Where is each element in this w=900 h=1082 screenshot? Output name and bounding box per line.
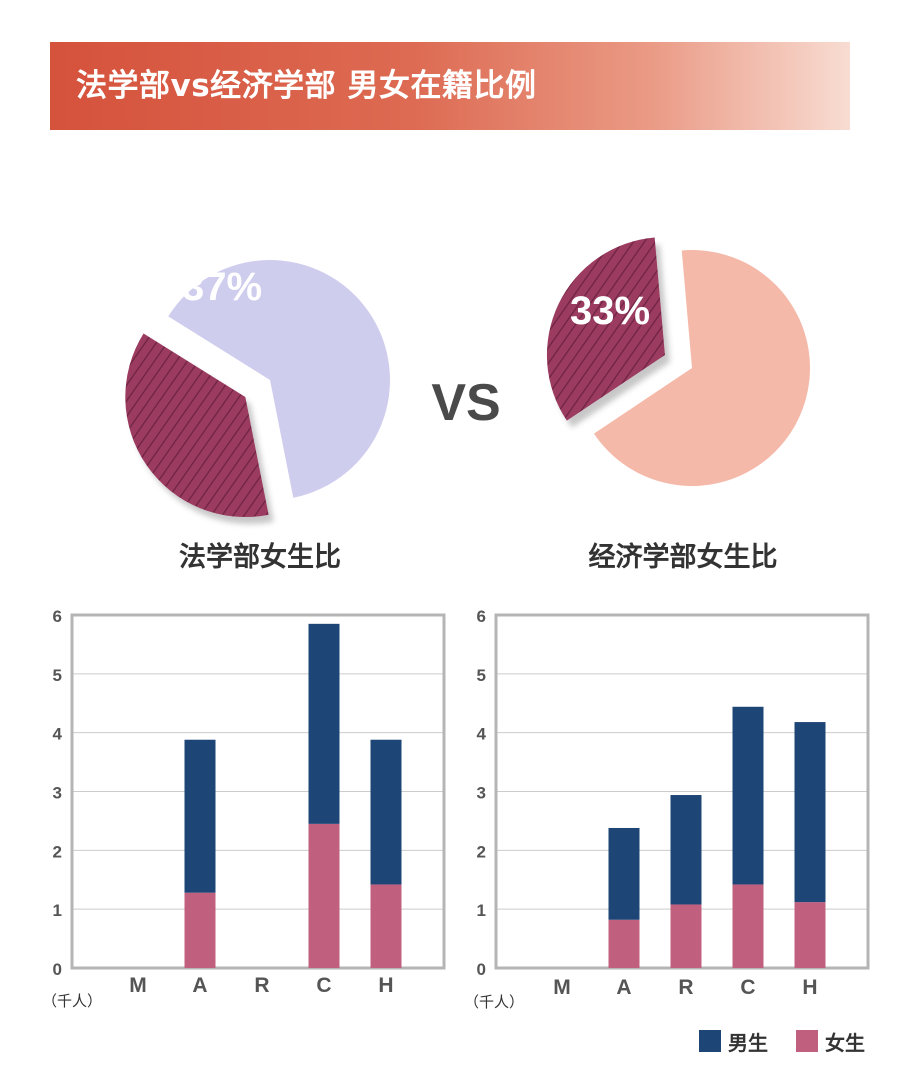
law-y-tick-label: 5: [53, 666, 62, 685]
econ-x-category-label: H: [802, 976, 817, 999]
econ-y-tick-label: 4: [477, 725, 487, 744]
econ-unit-label: （千人）: [464, 993, 524, 1011]
econ-pie-subtitle: 经济学部女生比: [589, 541, 778, 573]
law-x-category-label: H: [378, 974, 393, 997]
law-bar-female-A: [184, 892, 216, 968]
econ-pie-percent-label: 33%: [570, 289, 650, 333]
econ-bar-female-H: [794, 902, 826, 968]
law-bar-female-C: [308, 823, 340, 968]
econ-pie-female-slice: [546, 237, 665, 421]
law-x-category-label: C: [316, 974, 331, 997]
law-bar-male-A: [184, 739, 216, 893]
law-y-tick-label: 2: [53, 842, 62, 861]
law-y-tick-label: 1: [53, 901, 62, 920]
legend-male-swatch: [699, 1030, 721, 1052]
econ-x-category-label: A: [616, 976, 631, 999]
legend-male-label: 男生: [728, 1031, 768, 1055]
econ-y-tick-label: 2: [477, 842, 486, 861]
legend-female-swatch: [796, 1030, 818, 1052]
econ-bar-female-A: [608, 919, 640, 968]
econ-bar-male-R: [670, 795, 702, 905]
law-x-category-label: M: [129, 974, 147, 997]
econ-y-tick-label: 6: [477, 607, 486, 626]
law-unit-label: （千人）: [42, 992, 102, 1010]
law-x-category-label: R: [254, 974, 269, 997]
law-bar-male-C: [308, 623, 340, 824]
econ-bar-chart: 0 1 2 3 4 5 6 M A R C H （千人）: [464, 607, 870, 1011]
econ-bar-male-A: [608, 827, 640, 920]
econ-bar-male-C: [732, 706, 764, 885]
econ-pie-male-slice: [593, 250, 810, 486]
econ-bar-female-R: [670, 904, 702, 968]
page-title: 法学部vs经济学部 男女在籍比例: [76, 68, 537, 104]
econ-x-category-label: R: [678, 976, 693, 999]
legend-female-label: 女生: [825, 1031, 865, 1055]
law-y-tick-label: 0: [53, 960, 62, 979]
econ-y-tick-label: 0: [477, 960, 486, 979]
law-y-tick-label: 6: [53, 607, 62, 626]
law-pie-percent-label: 37%: [182, 265, 262, 309]
law-bar-male-H: [370, 739, 402, 885]
law-bar-female-H: [370, 884, 402, 968]
law-plot-frame: [70, 613, 446, 970]
econ-bar-male-H: [794, 722, 826, 903]
law-x-category-label: A: [192, 974, 207, 997]
legend: 男生 女生: [699, 1030, 865, 1055]
vs-label: VS: [431, 374, 500, 432]
econ-x-category-label: C: [740, 976, 755, 999]
law-pie-male-slice: [168, 260, 390, 498]
econ-y-tick-label: 5: [477, 666, 486, 685]
econ-bar-female-C: [732, 884, 764, 968]
law-y-tick-label: 3: [53, 784, 62, 803]
header-banner: 法学部vs经济学部 男女在籍比例: [50, 42, 850, 130]
econ-x-category-label: M: [553, 976, 571, 999]
law-bar-chart: 0 1 2 3 4 5 6 M A R C H （千人）: [42, 607, 446, 1010]
econ-y-tick-label: 3: [477, 784, 486, 803]
econ-y-tick-label: 1: [477, 901, 486, 920]
law-pie-subtitle: 法学部女生比: [179, 541, 341, 573]
law-pie-female-slice: [125, 333, 269, 518]
law-y-tick-label: 4: [53, 725, 63, 744]
